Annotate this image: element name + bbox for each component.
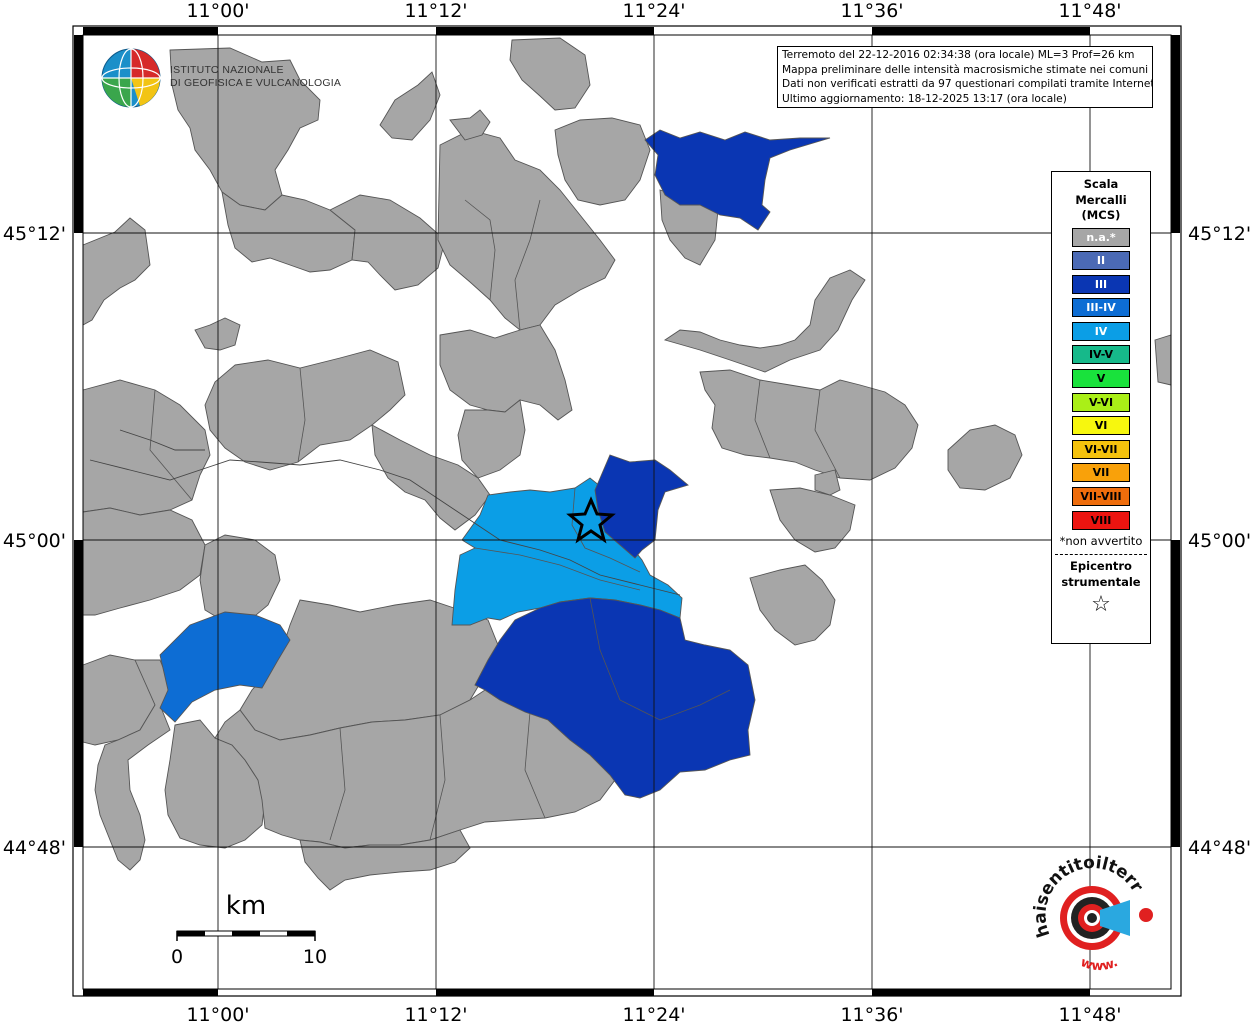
scale-label-start: 0: [171, 946, 183, 968]
epicenter-star-icon: [566, 496, 616, 544]
scale-label-end: 10: [303, 946, 327, 968]
municipality: [329, 194, 446, 291]
municipality: [371, 424, 491, 531]
ingv-name-line1: ISTITUTO NAZIONALE: [170, 64, 284, 76]
scale-unit: km: [226, 891, 266, 921]
graticule: [83, 35, 1171, 989]
legend-swatch: V: [1072, 369, 1130, 389]
intensity-IV-boundaries: [474, 487, 641, 591]
municipality: [449, 109, 491, 141]
municipality: [94, 659, 171, 871]
legend-swatch: III-IV: [1072, 298, 1130, 318]
info-line: Mappa preliminare delle intensità macros…: [782, 63, 1149, 76]
municipality: [159, 611, 291, 723]
info-line: Ultimo aggiornamento: 18-12-2025 13:17 (…: [782, 92, 1067, 105]
legend-divider: [1055, 554, 1147, 556]
lon-tick-label: 11°48': [1058, 0, 1121, 22]
lat-tick-label: 45°00': [1188, 530, 1251, 552]
lat-tick-label: 44°48': [3, 837, 66, 859]
legend-swatch: II: [1072, 251, 1130, 271]
info-line: Dati non verificati estratti da 97 quest…: [782, 78, 1153, 90]
municipality: [221, 190, 356, 273]
municipality: [474, 597, 756, 799]
legend-title-line: Scala: [1083, 177, 1119, 191]
municipal-boundaries: [149, 199, 841, 841]
lon-labels-bottom: 11°00' 11°12' 11°24' 11°36' 11°48': [186, 1004, 1121, 1024]
lon-tick-label: 11°00': [186, 0, 249, 22]
info-line: Terremoto del 22-12-2016 02:34:38 (ora l…: [782, 49, 1135, 61]
municipality: [644, 129, 831, 231]
legend-swatch: VIII: [1072, 510, 1130, 530]
lon-labels-top: 11°00' 11°12' 11°24' 11°36' 11°48': [186, 0, 1121, 22]
municipality: [814, 469, 841, 496]
intensity-III-boundaries: [589, 597, 731, 721]
lat-tick-label: 45°00': [3, 530, 66, 552]
legend-epicenter-label: Epicentro strumentale: [1052, 559, 1150, 590]
lon-tick-label: 11°12': [404, 0, 467, 22]
municipality: [947, 424, 1023, 491]
municipality: [379, 71, 441, 141]
legend-swatch: IV: [1072, 321, 1130, 341]
municipality: [1154, 334, 1172, 386]
legend-swatch: IV-V: [1072, 345, 1130, 365]
municipality: [82, 507, 206, 616]
lon-tick-label: 11°24': [622, 0, 685, 22]
lon-tick-label: 11°36': [840, 0, 903, 22]
municipality: [199, 534, 281, 623]
legend-star-icon: ☆: [1091, 592, 1111, 618]
lon-tick-label: 11°24': [622, 1004, 685, 1024]
epicenter-label-line: strumentale: [1061, 574, 1141, 589]
municipality: [169, 47, 321, 211]
intensity-legend: Scala Mercalli (MCS) n.a.* II III III-IV IV I…: [1051, 171, 1151, 644]
municipality: [749, 564, 836, 646]
svg-text:www.: www.: [1078, 955, 1120, 974]
municipality: [699, 369, 919, 481]
intensity-III-IV-area: [159, 611, 291, 723]
legend-swatch: n.a.*: [1072, 227, 1130, 247]
municipality: [457, 399, 526, 479]
lon-tick-label: 11°36': [840, 1004, 903, 1024]
lat-labels-left: 45°12' 45°00' 44°48': [3, 223, 66, 859]
lat-tick-label: 45°12': [3, 223, 66, 245]
legend-title-line: (MCS): [1081, 208, 1121, 222]
municipality: [194, 317, 241, 351]
legend-swatch: III: [1072, 274, 1130, 294]
hsit-logo-www: www.: [1078, 955, 1120, 974]
lon-tick-label: 11°48': [1058, 1004, 1121, 1024]
epicenter-label-line: Epicentro: [1070, 559, 1132, 574]
event-info-box: Terremoto del 22-12-2016 02:34:38 (ora l…: [777, 46, 1153, 108]
municipality: [299, 829, 471, 891]
ingv-logo-text: ISTITUTO NAZIONALE DI GEOFISICA E VULCAN…: [170, 64, 341, 90]
municipality: [509, 37, 591, 111]
legend-swatch: VI: [1072, 416, 1130, 436]
municipality: [82, 217, 151, 326]
municipality: [437, 129, 616, 331]
municipality: [439, 324, 573, 421]
ingv-logo: [101, 48, 161, 108]
legend-swatch: VI-VII: [1072, 439, 1130, 459]
municipality: [204, 349, 406, 471]
map-frame: [72, 25, 1182, 997]
legend-swatches: n.a.* II III III-IV IV IV-V V V-VI VI VI-VII VII VI…: [1052, 227, 1150, 530]
scale-bar: km 0 10: [171, 891, 327, 968]
lat-tick-label: 45°12': [1188, 223, 1251, 245]
lat-labels-right: 45°12' 45°00' 44°48': [1188, 223, 1251, 859]
lon-tick-label: 11°12': [404, 1004, 467, 1024]
legend-title-line: Mercalli: [1075, 192, 1127, 207]
ingv-name-line2: DI GEOFISICA E VULCANOLOGIA: [170, 77, 342, 89]
legend-title: Scala Mercalli (MCS): [1052, 177, 1150, 224]
legend-note: *non avvertito: [1059, 534, 1143, 549]
municipalities-not-felt: [82, 37, 1172, 891]
municipality: [769, 487, 856, 553]
legend-swatch: V-VI: [1072, 392, 1130, 412]
legend-swatch: VII-VIII: [1072, 487, 1130, 507]
river-lines: [89, 429, 681, 596]
municipality: [554, 117, 651, 206]
municipality: [663, 269, 866, 373]
intensity-III-area: [474, 129, 831, 799]
lat-tick-label: 44°48': [1188, 837, 1251, 859]
legend-swatch: VII: [1072, 463, 1130, 483]
lon-tick-label: 11°00': [186, 1004, 249, 1024]
